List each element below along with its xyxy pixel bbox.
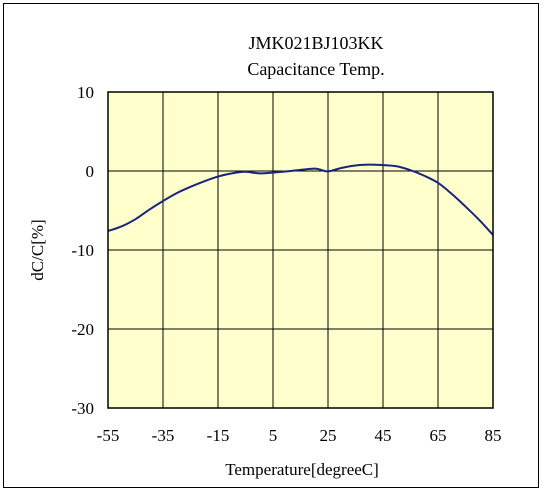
series-line-0 xyxy=(107,163,494,236)
tick-labels: -55 -35 -15 5 25 45 65 85 10 0 -10 -20 -30 xyxy=(71,83,501,445)
y-tick-label: -30 xyxy=(71,399,94,418)
x-tick-label: -15 xyxy=(207,426,230,445)
x-tick-label: 5 xyxy=(269,426,278,445)
grid-lines xyxy=(107,91,494,409)
y-tick-label: 10 xyxy=(77,83,94,102)
y-tick-label: 0 xyxy=(86,162,95,181)
chart-subtitle: Capacitance Temp. xyxy=(247,59,384,79)
plot-border xyxy=(107,91,494,409)
y-axis-label: dC/C[%] xyxy=(28,219,47,280)
y-tick-label: -20 xyxy=(71,320,94,339)
x-tick-label: 65 xyxy=(430,426,447,445)
x-axis-label: Temperature[degreeC] xyxy=(225,460,379,479)
chart-title: JMK021BJ103KK xyxy=(248,33,383,53)
y-tick-label: -10 xyxy=(71,241,94,260)
x-tick-label: -35 xyxy=(152,426,175,445)
x-tick-label: 45 xyxy=(375,426,392,445)
x-tick-label: -55 xyxy=(97,426,120,445)
x-tick-label: 25 xyxy=(320,426,337,445)
series-layer xyxy=(107,163,494,236)
x-tick-label: 85 xyxy=(485,426,502,445)
